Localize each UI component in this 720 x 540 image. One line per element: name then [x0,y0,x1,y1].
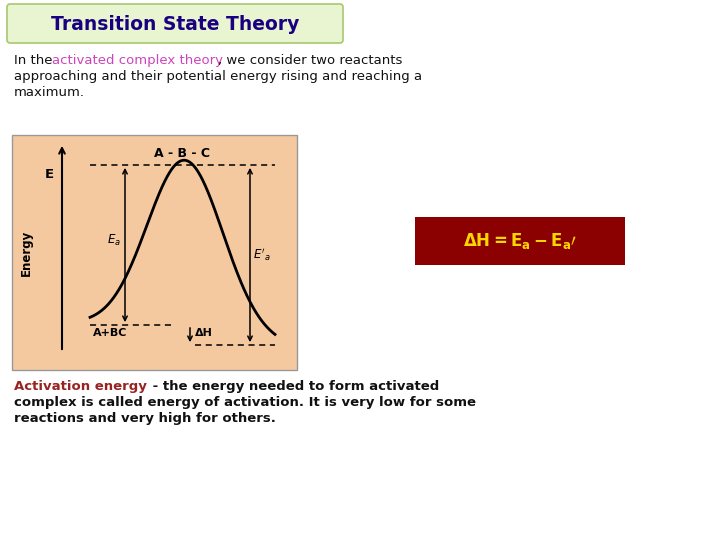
Text: A - B - C: A - B - C [155,147,210,160]
Text: $E_a$: $E_a$ [107,232,121,247]
Text: Transition State Theory: Transition State Theory [51,15,300,33]
Text: complex is called energy of activation. It is very low for some: complex is called energy of activation. … [14,396,476,409]
Text: A+BC: A+BC [93,328,127,338]
Text: ΔH: ΔH [195,328,213,338]
Text: In the: In the [14,54,57,67]
Text: , we consider two reactants: , we consider two reactants [218,54,402,67]
Text: reactions and very high for others.: reactions and very high for others. [14,412,276,425]
Text: Energy: Energy [19,230,32,276]
Text: E: E [45,168,53,181]
Text: $E'_a$: $E'_a$ [253,247,271,264]
Text: activated complex theory: activated complex theory [52,54,223,67]
FancyBboxPatch shape [7,4,343,43]
Text: $\mathbf{\Delta H = E_a - E_a\prime}$: $\mathbf{\Delta H = E_a - E_a\prime}$ [463,231,577,251]
Bar [415,217,625,265]
Text: - the energy needed to form activated: - the energy needed to form activated [148,380,439,393]
Bar [12,135,297,370]
Text: Activation energy: Activation energy [14,380,147,393]
Text: approaching and their potential energy rising and reaching a: approaching and their potential energy r… [14,70,422,83]
Text: maximum.: maximum. [14,86,85,99]
